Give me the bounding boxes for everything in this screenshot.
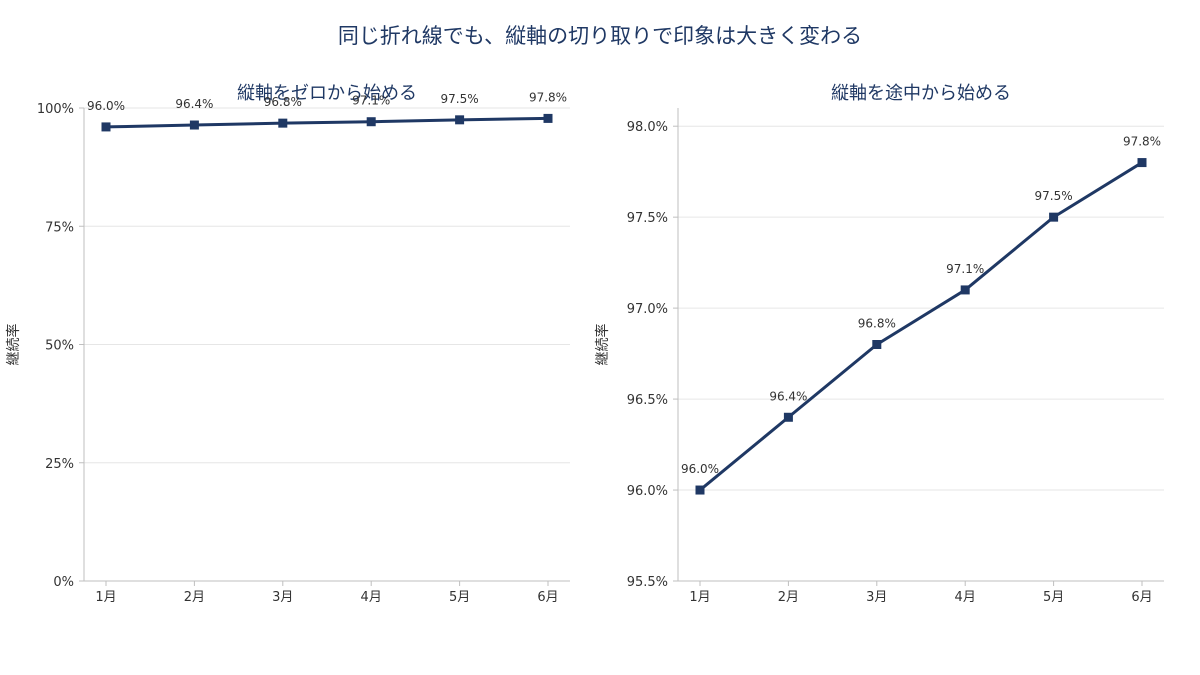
chart-1: 0% 25% 50% 75% 100% 1月 2月 3月 4月 5月 6月 縦軸をゼロから始める継続率… <box>5 83 570 605</box>
series-line <box>105 116 549 129</box>
data-point <box>695 485 705 495</box>
x-tick-label: 3月 <box>866 590 887 605</box>
y-tick-label: 95.5% <box>627 575 668 590</box>
y-tick-label: 97.5% <box>627 211 668 226</box>
data-label: 96.4% <box>769 389 807 403</box>
data-point <box>366 117 376 127</box>
x-tick-label: 5月 <box>449 590 470 605</box>
x-tick-label: 4月 <box>955 590 976 605</box>
x-tick-label: 4月 <box>361 590 382 605</box>
chart-title: 縦軸を途中から始める <box>831 83 1011 104</box>
y-tick-label: 96.5% <box>627 393 668 408</box>
data-point <box>960 285 970 295</box>
data-label: 97.1% <box>352 94 390 108</box>
x-tick-label: 5月 <box>1043 590 1064 605</box>
data-label: 97.8% <box>1123 135 1161 149</box>
data-label: 97.8% <box>529 90 567 104</box>
y-tick-label: 97.0% <box>627 302 668 317</box>
data-label: 97.5% <box>1035 189 1073 203</box>
data-label: 97.1% <box>946 262 984 276</box>
y-tick-label: 100% <box>37 102 74 117</box>
data-label: 96.0% <box>87 99 125 113</box>
figure-title: 同じ折れ線でも、縦軸の切り取りで印象は大きく変わる <box>337 24 863 48</box>
data-point <box>1137 158 1147 168</box>
y-tick-label: 50% <box>45 339 74 354</box>
y-axis-label: 継続率 <box>594 324 611 366</box>
y-axis-label: 継続率 <box>5 324 22 366</box>
data-point <box>783 412 793 422</box>
y-tick-label: 0% <box>53 575 74 590</box>
data-point <box>101 122 111 132</box>
x-tick-label: 1月 <box>689 590 710 605</box>
data-label: 96.0% <box>681 462 719 476</box>
x-tick-label: 6月 <box>1131 590 1152 605</box>
data-label: 97.5% <box>441 92 479 106</box>
x-tick-label: 6月 <box>537 590 558 605</box>
x-tick-label: 1月 <box>95 590 116 605</box>
data-label: 96.8% <box>264 95 302 109</box>
x-tick-label: 3月 <box>272 590 293 605</box>
data-point <box>872 340 882 349</box>
data-point <box>1049 212 1059 222</box>
data-point <box>543 113 553 123</box>
y-tick-label: 75% <box>45 220 74 235</box>
data-label: 96.4% <box>175 97 213 111</box>
y-tick-label: 25% <box>45 457 74 472</box>
data-label: 96.8% <box>858 317 896 331</box>
y-tick-label: 98.0% <box>627 120 668 135</box>
data-point <box>455 115 465 125</box>
chart-2: 95.5% 96.0% 96.5% 97.0% 97.5% 98.0% 1月 2月 3月 4月 5月… <box>594 83 1164 605</box>
chart-title: 縦軸をゼロから始める <box>237 83 417 104</box>
x-tick-label: 2月 <box>184 590 205 605</box>
x-tick-label: 2月 <box>778 590 799 605</box>
data-point <box>189 120 199 130</box>
data-point <box>278 118 288 128</box>
y-tick-label: 96.0% <box>627 484 668 499</box>
series-line <box>699 161 1143 492</box>
